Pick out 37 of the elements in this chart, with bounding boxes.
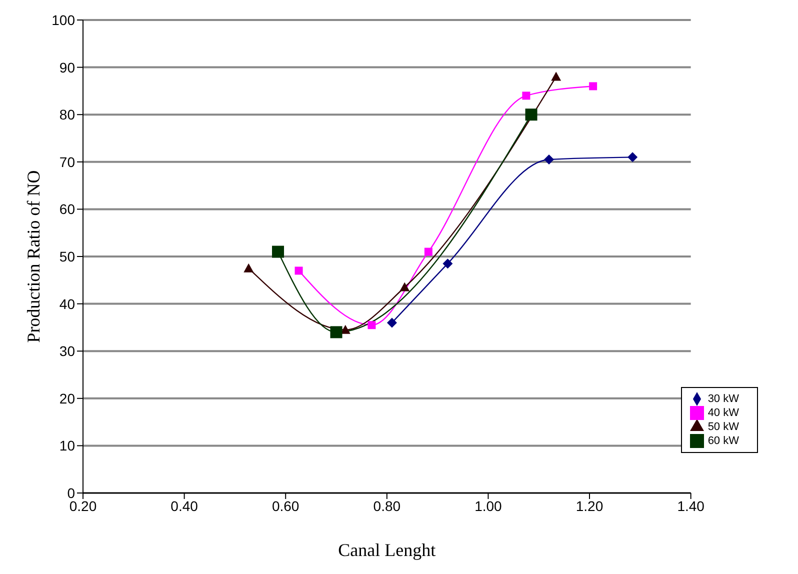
y-tick-label: 20 (59, 390, 76, 406)
y-tick-label: 70 (59, 154, 76, 170)
x-tick-label: 1.00 (474, 498, 502, 514)
legend-label: 60 kW (708, 434, 739, 447)
point (272, 246, 284, 258)
x-tick-label: 1.20 (576, 498, 604, 514)
point (386, 318, 397, 328)
point (522, 92, 530, 100)
x-axis-title: Canal Lenght (338, 540, 436, 560)
y-tick-label: 40 (59, 296, 76, 312)
point (244, 263, 254, 272)
y-tick-label: 10 (59, 438, 76, 454)
point (330, 326, 342, 338)
x-tick-label: 1.40 (677, 498, 705, 514)
point (400, 282, 410, 292)
legend-label: 40 kW (708, 406, 739, 419)
y-tick-label: 60 (59, 201, 76, 218)
point (544, 154, 554, 165)
point (368, 321, 376, 330)
point (442, 258, 453, 269)
point (424, 248, 432, 256)
legend-label: 50 kW (708, 420, 739, 433)
point (628, 152, 638, 162)
y-tick-label: 80 (59, 106, 76, 123)
y-tick-label: 30 (59, 343, 76, 360)
point (294, 266, 303, 275)
x-tick-label: 0.80 (373, 498, 401, 514)
point (551, 72, 562, 81)
legend-label: 30 kW (708, 392, 739, 405)
x-tick-label: 0.40 (170, 498, 198, 514)
x-tick-label: 0.60 (272, 498, 300, 514)
y-tick-label: 100 (52, 12, 76, 28)
y-axis-title: Production Ratio of NO (23, 170, 44, 343)
y-tick-label: 90 (59, 59, 76, 76)
point (589, 82, 598, 90)
point (525, 108, 538, 121)
y-tick-label: 50 (59, 248, 76, 264)
